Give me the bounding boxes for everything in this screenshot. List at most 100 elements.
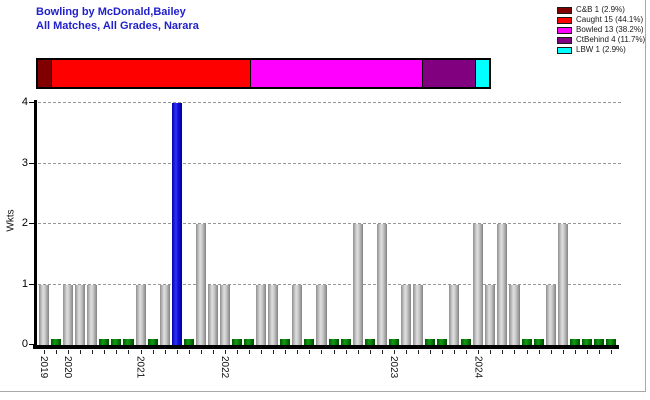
x-tick-25 — [333, 350, 335, 354]
bar-match-20-gray — [268, 284, 279, 345]
y-axis — [34, 100, 37, 349]
x-tick-16 — [224, 350, 226, 354]
bar-match-5-gray — [87, 284, 98, 345]
x-tick-19 — [261, 350, 263, 354]
bar-match-11-gray — [159, 284, 170, 345]
x-tick-39 — [502, 350, 504, 354]
bar-match-30-green — [388, 339, 399, 345]
x-tick-34 — [442, 350, 444, 354]
dismissal-segment-ctbehind — [421, 60, 475, 87]
x-tick-24 — [321, 350, 323, 354]
dismissal-segment-c&b — [38, 60, 51, 87]
bar-match-8-green — [123, 339, 134, 345]
bar-match-36-green — [461, 339, 472, 345]
legend-item-label: Caught 15 (44.1%) — [576, 15, 644, 24]
legend-item-0: C&B 1 (2.9%) — [557, 5, 645, 15]
x-tick-11 — [164, 350, 166, 354]
x-tick-44 — [562, 350, 564, 354]
dismissal-stacked-bar — [36, 58, 491, 89]
bar-match-46-green — [581, 339, 592, 345]
legend-item-4: LBW 1 (2.9%) — [557, 45, 645, 55]
x-tick-33 — [430, 350, 432, 354]
x-tick-28 — [369, 350, 371, 354]
x-tick-6 — [104, 350, 106, 354]
dismissal-segment-caught — [50, 60, 250, 87]
x-tick-13 — [188, 350, 190, 354]
x-tick-7 — [116, 350, 118, 354]
gridline-y1 — [38, 283, 621, 285]
y-tick-3 — [29, 162, 35, 164]
x-tick-41 — [526, 350, 528, 354]
x-year-label-2019: 2019 — [38, 356, 50, 379]
legend-swatch-icon — [557, 26, 572, 34]
window-border-bottom — [0, 391, 646, 392]
x-tick-29 — [381, 350, 383, 354]
x-tick-26 — [345, 350, 347, 354]
title-line-1: Bowling by McDonald,Bailey — [36, 6, 186, 18]
x-tick-15 — [212, 350, 214, 354]
x-tick-5 — [92, 350, 94, 354]
legend-swatch-icon — [557, 46, 572, 54]
bar-match-44-gray — [557, 224, 568, 345]
bar-match-31-gray — [400, 284, 411, 345]
dismissal-segment-lbw — [475, 60, 489, 87]
bar-match-28-green — [364, 339, 375, 345]
bar-match-18-green — [244, 339, 255, 345]
bar-match-13-green — [183, 339, 194, 345]
x-tick-45 — [574, 350, 576, 354]
bar-match-6-green — [99, 339, 110, 345]
x-tick-38 — [490, 350, 492, 354]
bar-match-21-green — [280, 339, 291, 345]
bar-match-25-green — [328, 339, 339, 345]
legend-swatch-icon — [557, 36, 572, 44]
y-tick-0 — [29, 344, 35, 345]
bar-match-14-gray — [195, 224, 206, 345]
x-tick-4 — [80, 350, 82, 354]
x-year-label-2021: 2021 — [134, 356, 146, 379]
x-tick-40 — [514, 350, 516, 354]
bar-match-45-green — [569, 339, 580, 345]
bar-match-48-green — [605, 339, 616, 345]
x-tick-35 — [454, 350, 456, 354]
gridline-y3 — [38, 162, 621, 164]
x-tick-43 — [550, 350, 552, 354]
x-tick-21 — [285, 350, 287, 354]
legend-item-2: Bowled 13 (38.2%) — [557, 25, 645, 35]
x-tick-12 — [176, 350, 178, 354]
y-tick-label-3: 3 — [21, 156, 28, 169]
bar-match-19-gray — [256, 284, 267, 345]
x-tick-2 — [56, 350, 58, 354]
legend-item-label: C&B 1 (2.9%) — [576, 5, 625, 14]
gridline-y2 — [38, 223, 621, 224]
x-tick-17 — [237, 350, 239, 354]
y-tick-1 — [29, 283, 35, 285]
bar-match-9-gray — [135, 284, 146, 345]
legend-item-1: Caught 15 (44.1%) — [557, 15, 645, 25]
dismissal-legend: C&B 1 (2.9%) Caught 15 (44.1%) Bowled 13 (… — [557, 5, 645, 55]
bar-match-32-gray — [412, 284, 423, 345]
dismissal-segment-bowled — [249, 60, 422, 87]
y-tick-2 — [29, 223, 35, 224]
bar-match-23-green — [304, 339, 315, 345]
bar-match-3-gray — [63, 284, 74, 345]
bar-match-37-gray — [473, 224, 484, 345]
x-year-label-2023: 2023 — [387, 356, 399, 379]
y-tick-label-4: 4 — [21, 96, 28, 108]
window-border-right — [645, 0, 646, 392]
bar-match-7-green — [111, 339, 122, 345]
legend-swatch-icon — [557, 6, 572, 14]
bar-match-40-gray — [509, 284, 520, 345]
legend-swatch-icon — [557, 16, 572, 24]
bar-match-16-gray — [219, 284, 230, 345]
bar-match-2-green — [51, 339, 62, 345]
legend-item-3: CtBehind 4 (11.7%) — [557, 35, 645, 45]
y-tick-label-0: 0 — [21, 338, 28, 350]
x-tick-14 — [200, 350, 202, 354]
bar-match-41-green — [521, 339, 532, 345]
x-tick-48 — [610, 350, 612, 354]
x-axis — [33, 345, 619, 349]
bar-match-27-gray — [352, 224, 363, 345]
y-tick-label-2: 2 — [21, 217, 28, 229]
bar-match-24-gray — [316, 284, 327, 345]
